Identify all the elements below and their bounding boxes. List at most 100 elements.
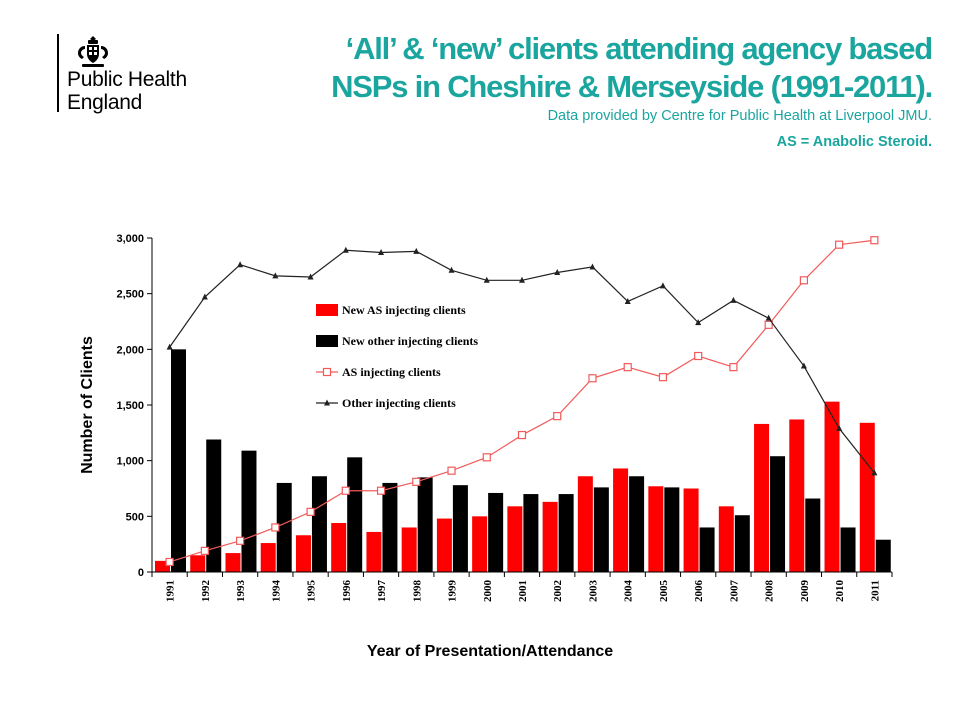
bar-new-as	[613, 468, 629, 572]
as-clients-point	[553, 412, 562, 421]
other-clients-point	[272, 272, 279, 279]
bar-new-other	[171, 349, 186, 572]
bar-new-as	[789, 419, 805, 572]
legend-label: Other injecting clients	[342, 396, 456, 410]
bar-new-as	[331, 523, 347, 572]
as-clients-point	[412, 477, 421, 486]
bar-new-other	[347, 457, 363, 572]
bar-new-other	[276, 482, 292, 572]
y-tick-label: 1,500	[116, 400, 144, 412]
bar-new-other	[206, 439, 222, 572]
title-line-2: NSPs in Cheshire & Merseyside (1991-2011…	[331, 69, 933, 104]
bar-new-as	[859, 422, 875, 572]
as-clients-point	[306, 507, 315, 516]
y-axis-title: Number of Clients	[79, 336, 96, 474]
title-block: ‘All’ & ‘new’ clients attending agency b…	[232, 30, 934, 152]
as-clients-point	[835, 240, 844, 249]
legend-swatch	[316, 335, 338, 347]
bar-new-other	[875, 539, 891, 572]
y-tick-label: 2,000	[116, 344, 144, 356]
bar-new-other	[840, 527, 856, 572]
bar-new-as	[260, 543, 276, 572]
other-clients-point	[589, 263, 596, 270]
other-clients-point	[871, 469, 878, 476]
other-clients-point	[554, 269, 561, 276]
x-tick-label: 2000	[482, 580, 494, 603]
other-clients-point	[695, 319, 702, 326]
bar-new-as	[542, 501, 558, 572]
other-clients-point	[201, 293, 208, 300]
as-clients-point	[447, 466, 456, 475]
as-clients-point	[870, 236, 879, 245]
bar-new-as	[507, 506, 523, 572]
as-clients-point	[799, 276, 809, 285]
other-clients-point	[765, 314, 772, 321]
x-tick-label: 2008	[764, 580, 776, 603]
legend-label: AS injecting clients	[342, 365, 441, 379]
legend-swatch	[316, 304, 338, 316]
bar-new-as	[190, 555, 206, 572]
other-clients-point	[659, 282, 666, 289]
bar-new-other	[593, 487, 609, 572]
x-tick-label: 1999	[447, 580, 459, 603]
bar-new-other	[523, 494, 539, 572]
other-clients-point	[237, 261, 244, 268]
as-clients-point	[588, 374, 597, 383]
bar-new-as	[648, 486, 664, 572]
bar-new-other	[558, 494, 574, 572]
logo-line-1: Public Health	[67, 68, 187, 91]
as-clients-point	[658, 373, 668, 382]
bar-new-as	[401, 527, 417, 572]
x-tick-label: 2006	[693, 580, 705, 603]
x-tick-label: 2003	[587, 580, 599, 603]
bar-new-other	[805, 498, 821, 572]
legend-marker	[324, 399, 330, 406]
legend-label: New other injecting clients	[342, 334, 478, 348]
bar-new-other	[241, 450, 257, 572]
logo-text: Public Health England	[67, 68, 187, 114]
abbreviation-note: AS = Anabolic Steroid.	[776, 134, 932, 150]
other-clients-point	[378, 248, 385, 255]
as-clients-point	[165, 557, 174, 567]
as-clients-point	[694, 351, 703, 361]
legend-label: New AS injecting clients	[342, 303, 466, 317]
bar-new-other	[452, 485, 468, 572]
bar-new-other	[311, 476, 327, 572]
bar-new-other	[382, 482, 398, 572]
as-clients-point	[764, 320, 773, 329]
x-tick-label: 1996	[341, 580, 353, 603]
as-clients-point	[729, 363, 738, 372]
x-tick-label: 1991	[165, 580, 177, 602]
x-tick-label: 2002	[552, 580, 564, 603]
x-tick-label: 2007	[728, 580, 740, 603]
x-tick-label: 1998	[411, 580, 423, 603]
title-line-1: ‘All’ & ‘new’ clients attending agency b…	[345, 31, 934, 66]
other-clients-point	[342, 246, 349, 253]
bar-new-other	[734, 515, 750, 572]
bar-new-as	[366, 531, 382, 572]
bar-new-as	[472, 516, 488, 572]
bar-new-as	[577, 476, 593, 572]
y-tick-label: 500	[126, 511, 144, 523]
other-clients-point	[166, 343, 173, 350]
bar-new-as	[295, 535, 311, 572]
royal-crest-icon	[78, 36, 108, 67]
bar-new-other	[417, 477, 433, 572]
other-clients-point	[730, 296, 737, 303]
logo-divider	[57, 34, 59, 112]
as-clients-point	[376, 486, 386, 495]
other-clients-point	[800, 362, 807, 369]
x-tick-label: 2010	[834, 580, 846, 603]
x-tick-label: 2011	[869, 580, 881, 601]
as-clients-point	[235, 536, 245, 545]
page-title: ‘All’ & ‘new’ clients attending agency b…	[232, 30, 934, 106]
y-tick-label: 3,000	[116, 233, 144, 245]
bar-new-as	[155, 560, 170, 572]
other-clients-point	[307, 273, 314, 280]
x-tick-label: 2005	[658, 580, 670, 603]
as-clients-point	[482, 453, 491, 462]
other-clients-point	[483, 276, 490, 283]
x-tick-label: 1995	[306, 580, 318, 603]
bar-new-other	[664, 487, 680, 572]
